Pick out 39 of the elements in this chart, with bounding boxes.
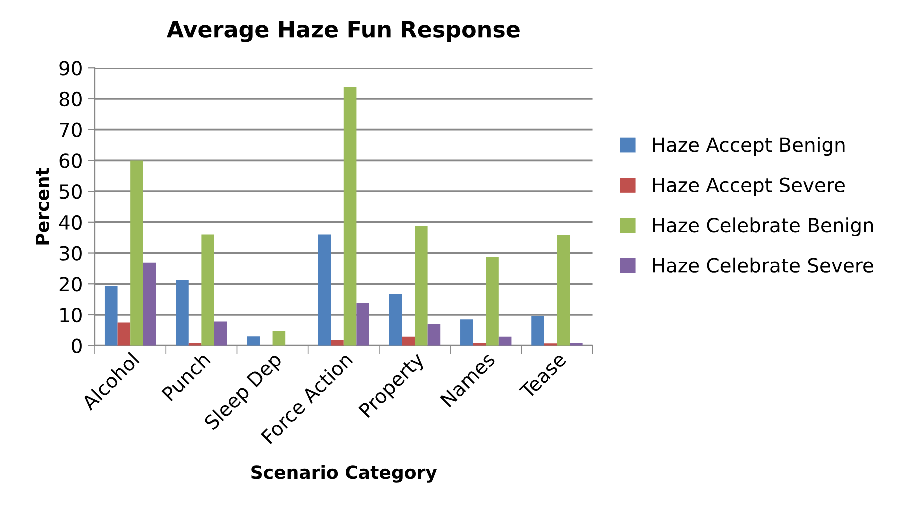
bar — [344, 87, 357, 346]
chart-title: Average Haze Fun Response — [166, 21, 520, 42]
y-tick-label: 80 — [60, 92, 82, 107]
bar — [130, 160, 144, 346]
y-axis-title: Percent — [36, 168, 50, 245]
bar — [247, 336, 260, 346]
legend-label: Haze Celebrate Benign — [653, 218, 874, 236]
bar — [214, 322, 228, 346]
bar — [202, 234, 214, 346]
y-tick-label: 0 — [72, 338, 82, 354]
legend-label: Haze Accept Severe — [653, 178, 845, 196]
bar — [272, 331, 286, 346]
y-tick-label: 20 — [60, 277, 82, 292]
bar — [460, 320, 474, 346]
bar — [318, 234, 332, 346]
y-tick-label: 30 — [60, 246, 82, 261]
bar — [118, 322, 131, 346]
y-tick-label: 90 — [60, 61, 82, 76]
bar — [402, 336, 416, 346]
bar — [176, 280, 189, 346]
y-tick-label: 50 — [60, 184, 82, 200]
y-tick-label: 10 — [60, 308, 82, 323]
bar — [498, 336, 512, 346]
bar — [415, 226, 428, 346]
bar — [486, 256, 499, 346]
bar — [143, 262, 156, 346]
y-tick-label: 70 — [60, 122, 82, 138]
legend-label: Haze Celebrate Severe — [653, 258, 874, 273]
bar — [389, 294, 402, 346]
bar — [331, 340, 344, 346]
bar — [532, 316, 544, 346]
y-tick-label: 60 — [60, 154, 82, 168]
bar — [428, 324, 441, 346]
bar — [356, 303, 370, 346]
y-tick-label: 40 — [59, 215, 82, 230]
legend-label: Haze Accept Benign — [653, 137, 845, 156]
x-axis-title: Scenario Category — [252, 465, 438, 483]
bar — [104, 286, 118, 346]
bar — [557, 235, 570, 346]
